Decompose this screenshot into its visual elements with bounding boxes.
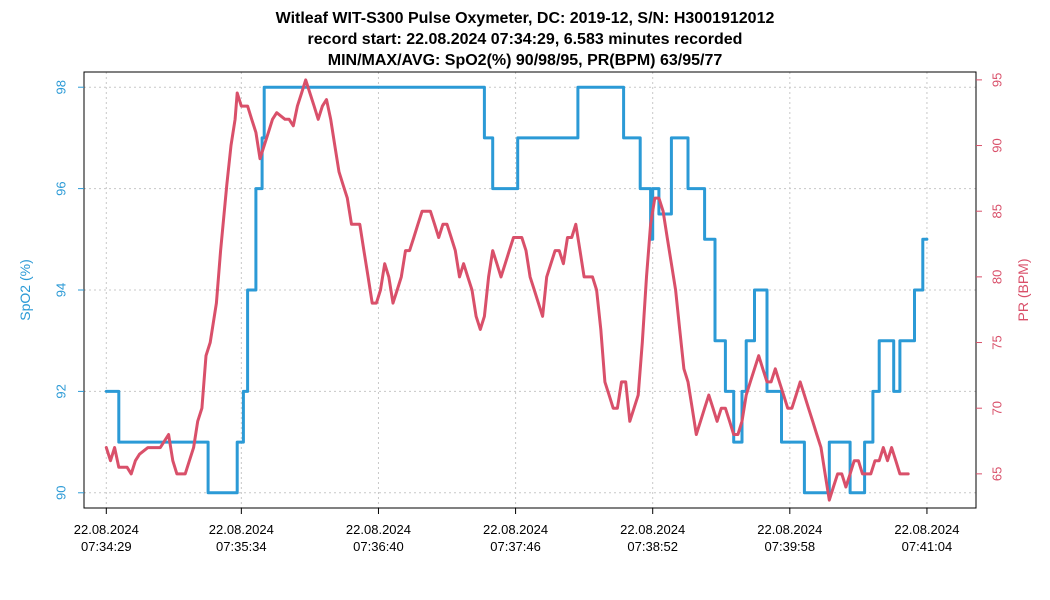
x-tick-time-5: 07:39:58 xyxy=(765,539,816,554)
y-right-tick-label-2: 75 xyxy=(989,335,1004,349)
y-axis-spo2-title: SpO2 (%) xyxy=(17,259,33,320)
x-tick-date-3: 22.08.2024 xyxy=(483,522,548,537)
title-line-2: record start: 22.08.2024 07:34:29, 6.583… xyxy=(308,31,743,48)
x-tick-time-1: 07:35:34 xyxy=(216,539,267,554)
title-line-3: MIN/MAX/AVG: SpO2(%) 90/98/95, PR(BPM) 6… xyxy=(328,52,723,69)
y-right-tick-label-5: 90 xyxy=(989,138,1004,152)
y-left-tick-label-0: 90 xyxy=(53,486,68,500)
y-left-tick-label-1: 92 xyxy=(53,384,68,398)
x-tick-time-2: 07:36:40 xyxy=(353,539,404,554)
y-right-tick-label-4: 85 xyxy=(989,204,1004,218)
x-tick-time-4: 07:38:52 xyxy=(627,539,678,554)
x-tick-time-6: 07:41:04 xyxy=(902,539,953,554)
y-left-tick-label-3: 96 xyxy=(53,181,68,195)
x-axis: 22.08.2024 07:34:29 22.08.2024 07:35:34 22.0… xyxy=(74,508,959,554)
title-line-1: Witleaf WIT-S300 Pulse Oxymeter, DC: 201… xyxy=(276,10,775,27)
y-right-tick-label-3: 80 xyxy=(989,270,1004,284)
y-axis-pr-title: PR (BPM) xyxy=(1015,259,1031,322)
series-line-pr xyxy=(104,78,910,502)
x-tick-time-3: 07:37:46 xyxy=(490,539,541,554)
series-layer xyxy=(104,78,929,502)
y-right-tick-label-6: 95 xyxy=(989,73,1004,87)
x-tick-date-6: 22.08.2024 xyxy=(894,522,959,537)
y-right-tick-label-0: 65 xyxy=(989,467,1004,481)
x-tick-date-0: 22.08.2024 xyxy=(74,522,139,537)
y-left-tick-label-4: 98 xyxy=(53,80,68,94)
chart-title: Witleaf WIT-S300 Pulse Oxymeter, DC: 201… xyxy=(276,10,775,69)
series-line-spo2 xyxy=(104,85,929,495)
y-left-tick-label-2: 94 xyxy=(53,283,68,297)
y-axis-pr: 65 70 75 80 85 90 95 xyxy=(976,73,1004,481)
x-tick-date-2: 22.08.2024 xyxy=(346,522,411,537)
grid-lines xyxy=(84,72,976,508)
x-tick-date-4: 22.08.2024 xyxy=(620,522,685,537)
x-tick-date-5: 22.08.2024 xyxy=(757,522,822,537)
y-axis-spo2: 90 92 94 96 98 xyxy=(53,80,84,500)
y-right-tick-label-1: 70 xyxy=(989,401,1004,415)
x-tick-date-1: 22.08.2024 xyxy=(209,522,274,537)
x-tick-time-0: 07:34:29 xyxy=(81,539,132,554)
